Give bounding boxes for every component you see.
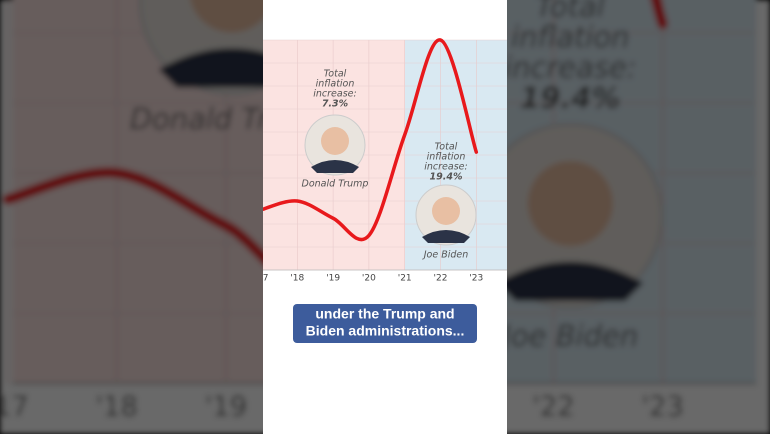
caption-line: Biden administrations... [306,323,465,339]
x-tick-label: '19 [326,274,340,284]
inflation-line [263,38,479,242]
portrait-suit [311,160,359,173]
annotation-total: 7.3% [322,99,348,110]
caption-box [293,304,477,343]
x-tick-label: '17 [255,274,269,284]
x-tick-label: '20 [362,274,376,284]
caption-line: under the Trump and [315,306,454,322]
annotation-text: inflation [316,79,355,90]
chart: '17'18'19'20'21'22'23Totalinflationincre… [255,38,507,284]
x-tick-label: '22 [434,274,448,284]
x-tick-label: '18 [290,274,304,284]
annotation-name: Donald Trump [302,179,369,190]
x-tick-label: '21 [398,274,412,284]
portrait-face [432,197,460,225]
annotation-text: Total [324,69,347,80]
portrait-suit [422,230,470,243]
portrait-face [321,127,349,155]
annotation-name: Joe Biden [422,250,469,261]
annotation-text: increase: [424,162,467,173]
annotation-text: increase: [313,89,356,100]
annotation-text: inflation [427,152,466,163]
x-tick-label: '23 [469,274,483,284]
annotation-total: 19.4% [430,172,463,183]
chart-area: '17'18'19'20'21'22'23Totalinflationincre… [255,38,507,284]
annotation-text: Total [435,142,458,153]
